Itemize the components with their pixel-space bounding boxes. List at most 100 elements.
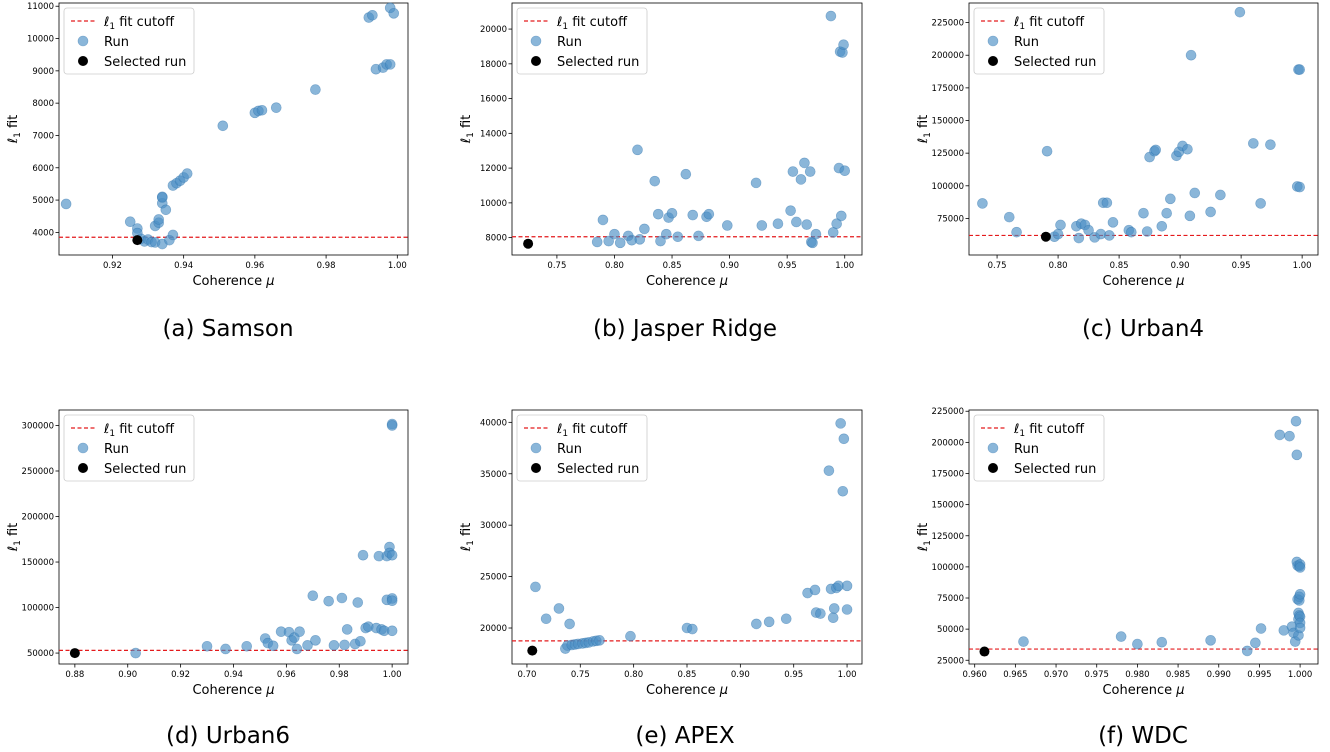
legend-run-swatch <box>78 36 88 46</box>
legend: ℓ1 fit cutoff Run Selected run <box>517 415 647 481</box>
x-tick-label: 0.975 <box>1085 670 1109 680</box>
y-tick-label: 20000 <box>480 25 507 35</box>
run-point <box>367 10 377 20</box>
run-point <box>595 635 605 645</box>
legend-selected-swatch <box>78 463 88 473</box>
panel-caption: (f) WDC <box>1098 723 1188 749</box>
run-point <box>1126 227 1136 237</box>
run-point <box>257 105 267 115</box>
run-point <box>1182 144 1192 154</box>
run-point <box>764 617 774 627</box>
legend-run-label: Run <box>104 35 129 50</box>
y-tick-label: 7000 <box>32 131 54 141</box>
run-point <box>387 626 397 636</box>
selected-run-point <box>70 648 80 658</box>
x-tick-label: 0.96 <box>277 670 296 680</box>
y-tick-label: 14000 <box>480 129 507 139</box>
x-tick-label: 1.00 <box>835 261 854 271</box>
panel-caption: (b) Jasper Ridge <box>593 316 777 342</box>
run-point <box>271 103 281 113</box>
y-tick-label: 75000 <box>937 594 964 604</box>
run-point <box>1157 221 1167 231</box>
run-point <box>1250 638 1260 648</box>
x-tick-label: 0.90 <box>118 670 137 680</box>
run-point <box>221 644 231 654</box>
run-point <box>977 198 987 208</box>
run-point <box>131 648 141 658</box>
run-point <box>1151 145 1161 155</box>
run-point <box>310 85 320 95</box>
y-tick-label: 225000 <box>932 407 964 417</box>
run-point <box>1242 646 1252 656</box>
y-axis-label: ℓ1 fit <box>916 523 933 553</box>
y-tick-label: 16000 <box>480 95 507 105</box>
run-point <box>1265 140 1275 150</box>
panel-caption: (e) APEX <box>635 723 735 749</box>
legend: ℓ1 fit cutoff Run Selected run <box>64 415 194 481</box>
run-point <box>337 593 347 603</box>
y-tick-label: 5000 <box>32 196 54 206</box>
legend-run-label: Run <box>1014 442 1039 457</box>
legend-selected-label: Selected run <box>1014 462 1096 477</box>
y-tick-label: 10000 <box>480 199 507 209</box>
legend-run-label: Run <box>104 442 129 457</box>
run-point <box>1019 637 1029 647</box>
legend-selected-swatch <box>988 463 998 473</box>
x-tick-label: 0.960 <box>963 670 987 680</box>
x-tick-label: 1.000 <box>1288 670 1312 680</box>
x-tick-label: 0.985 <box>1166 670 1190 680</box>
y-tick-label: 40000 <box>480 418 507 428</box>
run-point <box>839 434 849 444</box>
run-point <box>1053 229 1063 239</box>
run-point <box>839 40 849 50</box>
run-point <box>541 614 551 624</box>
y-tick-label: 50000 <box>937 625 964 635</box>
chart-panel-2: 0.75 0.80 0.85 0.90 0.95 1.008000100001200014… <box>459 3 862 342</box>
y-tick-label: 150000 <box>22 558 54 568</box>
legend-selected-swatch <box>988 56 998 66</box>
y-tick-label: 300000 <box>22 421 54 431</box>
chart-panel-3: 0.75 0.80 0.85 0.90 0.95 1.00 75000 100000 12500… <box>916 3 1318 342</box>
y-tick-label: 10000 <box>27 35 54 45</box>
run-point <box>385 59 395 69</box>
x-axis-label: Coherence μ <box>1102 683 1184 698</box>
run-point <box>781 614 791 624</box>
legend-run-swatch <box>531 443 541 453</box>
run-point <box>1108 217 1118 227</box>
panel-caption: (d) Urban6 <box>166 723 290 749</box>
run-point <box>1295 182 1305 192</box>
legend-run-label: Run <box>557 442 582 457</box>
legend: ℓ1 fit cutoff Run Selected run <box>517 8 647 74</box>
x-tick-label: 1.00 <box>388 261 407 271</box>
x-tick-label: 0.75 <box>547 261 566 271</box>
run-point <box>1074 233 1084 243</box>
x-tick-label: 0.70 <box>517 670 536 680</box>
legend-run-swatch <box>78 443 88 453</box>
run-point <box>687 624 697 634</box>
selected-run-point <box>132 235 142 245</box>
x-tick-label: 0.80 <box>1049 261 1068 271</box>
run-point <box>615 238 625 248</box>
run-point <box>530 582 540 592</box>
run-point <box>826 11 836 21</box>
y-tick-label: 200000 <box>22 513 54 523</box>
run-point <box>1292 450 1302 460</box>
y-tick-label: 9000 <box>32 67 54 77</box>
legend-run-swatch <box>988 443 998 453</box>
x-tick-label: 0.85 <box>663 261 682 271</box>
run-point <box>828 613 838 623</box>
run-point <box>242 641 252 651</box>
x-axis-label: Coherence μ <box>646 274 728 289</box>
y-tick-label: 250000 <box>22 467 54 477</box>
x-tick-label: 0.94 <box>174 261 193 271</box>
y-tick-label: 25000 <box>480 573 507 583</box>
run-point <box>1056 220 1066 230</box>
run-point <box>1104 230 1114 240</box>
run-point <box>639 224 649 234</box>
run-point <box>1215 190 1225 200</box>
legend: ℓ1 fit cutoff Run Selected run <box>64 8 194 74</box>
run-point <box>358 550 368 560</box>
run-point <box>308 591 318 601</box>
chart-panel-5: 0.70 0.75 0.80 0.85 0.90 0.95 1.00200002500030… <box>459 410 862 749</box>
